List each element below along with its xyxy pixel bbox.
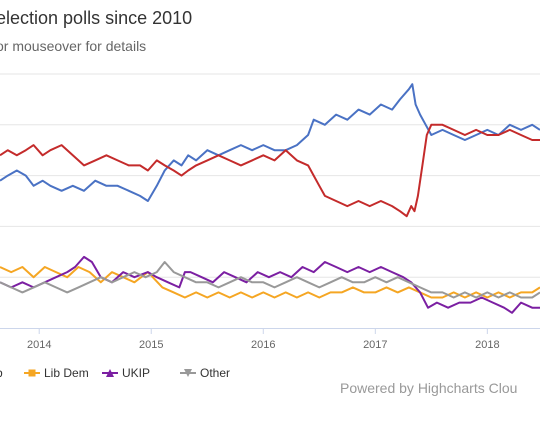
chart-title: election polls since 2010 bbox=[0, 8, 193, 28]
legend-item-lib-dem[interactable]: Lib Dem bbox=[24, 366, 89, 380]
triangle-down-marker-icon bbox=[180, 369, 196, 377]
series-line-blue[interactable] bbox=[0, 83, 540, 202]
legend-label-lab-partial: b bbox=[0, 366, 3, 380]
x-axis-ticks: 2014 2015 2016 2017 2018 bbox=[27, 328, 500, 351]
x-tick-label: 2015 bbox=[139, 339, 163, 351]
series-line-other[interactable] bbox=[0, 261, 540, 299]
legend-item-other[interactable]: Other bbox=[180, 366, 230, 380]
legend-item-ukip[interactable]: UKIP bbox=[102, 366, 150, 380]
square-marker-icon bbox=[24, 369, 40, 377]
highcharts-credits-link[interactable]: Powered by Highcharts Clou bbox=[340, 380, 518, 396]
legend-label-lib-dem: Lib Dem bbox=[44, 366, 89, 380]
legend-label-ukip: UKIP bbox=[122, 366, 151, 380]
x-tick-label: 2016 bbox=[251, 339, 275, 351]
x-tick-label: 2014 bbox=[27, 339, 51, 351]
chart-legend: b Lib Dem UKIP Other bbox=[0, 366, 540, 384]
x-tick-label: 2017 bbox=[363, 339, 387, 351]
grid-lines bbox=[0, 73, 540, 329]
series-line-red[interactable] bbox=[0, 123, 540, 218]
series-line-lib-dem[interactable] bbox=[0, 266, 540, 299]
legend-item-lab-partial[interactable]: b bbox=[0, 366, 3, 380]
series-lines[interactable] bbox=[0, 83, 540, 314]
x-tick-label: 2018 bbox=[475, 339, 499, 351]
triangle-up-marker-icon bbox=[102, 369, 118, 377]
chart-subtitle: or mouseover for details bbox=[0, 38, 147, 54]
legend-label-other: Other bbox=[200, 366, 231, 380]
series-line-ukip[interactable] bbox=[0, 255, 540, 314]
